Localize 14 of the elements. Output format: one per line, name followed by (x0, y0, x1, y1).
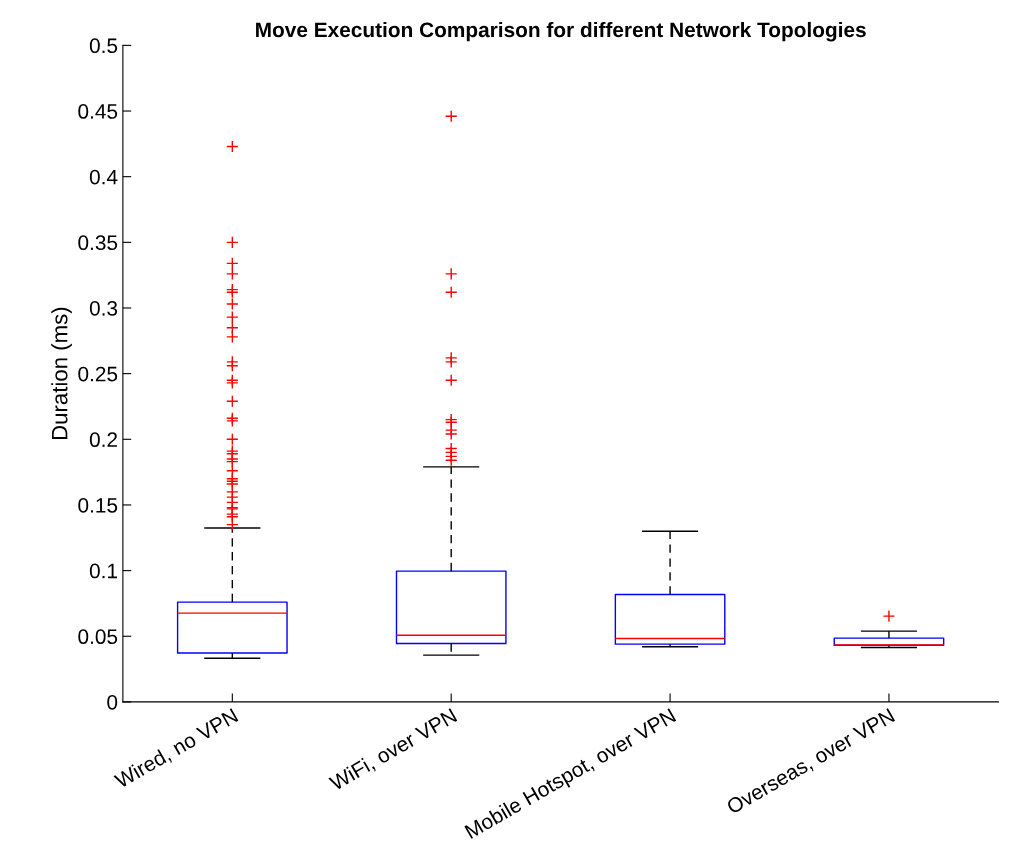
y-tick-label: 0.3 (89, 300, 118, 316)
y-tick-label: 0.25 (78, 366, 118, 382)
chart-title: Move Execution Comparison for different Network Topologies (256, 21, 866, 42)
y-tick-label: 0 (107, 694, 118, 710)
y-tick-label: 0.35 (78, 235, 118, 251)
y-axis-title: Duration (ms) (51, 307, 72, 440)
y-tick-label: 0.2 (89, 432, 117, 448)
y-tick-label: 0.05 (78, 629, 118, 645)
x-tick-label: WiFi, over VPN (327, 707, 459, 794)
y-tick-label: 0.15 (78, 497, 118, 513)
y-tick-label: 0.1 (89, 563, 117, 579)
y-tick-label: 0.4 (89, 169, 118, 185)
y-tick-label: 0.45 (78, 104, 118, 119)
y-tick-label: 0.5 (89, 38, 118, 54)
